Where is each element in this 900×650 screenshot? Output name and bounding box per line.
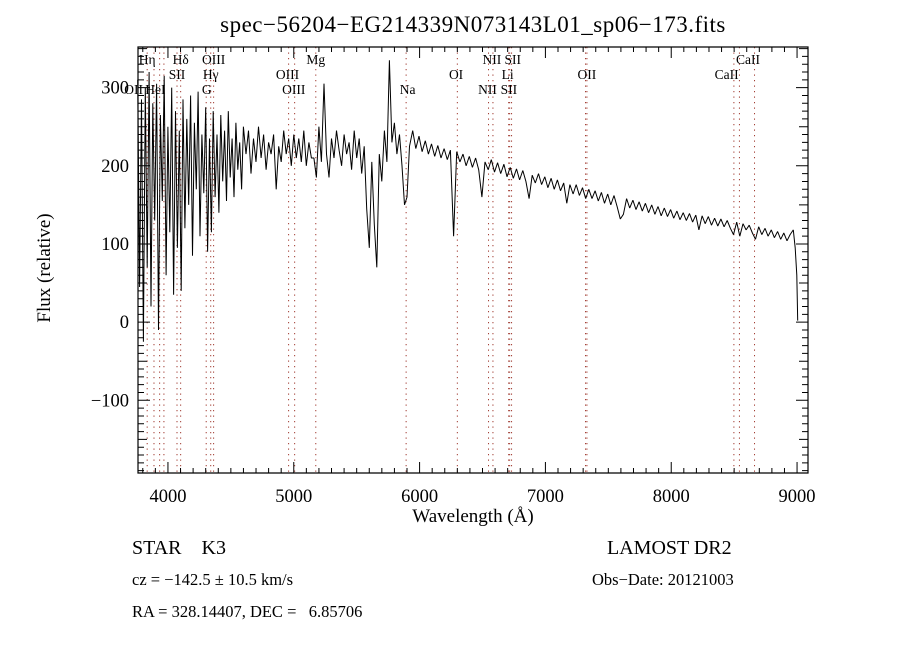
spectral-line-label: NII (478, 82, 497, 97)
plot-title: spec−56204−EG214339N073143L01_sp06−173.f… (220, 12, 726, 37)
spectral-line-label: Hγ (203, 67, 219, 82)
spectral-line-label: Li (502, 67, 514, 82)
spectral-line-label: NII (483, 52, 502, 67)
spectral-line-label: SII (169, 67, 186, 82)
y-tick-label: 0 (120, 313, 129, 333)
object-class-text: STAR K3 (132, 537, 226, 559)
spectral-line-label: Mg (306, 52, 325, 67)
spectral-line-label: G (202, 82, 212, 97)
spectral-line-label: SII (504, 52, 521, 67)
spectral-line-label: CaII (736, 52, 760, 67)
x-axis-label: Wavelength (Å) (412, 506, 534, 527)
spectral-line-label: OIII (276, 67, 300, 82)
x-tick-label: 9000 (779, 487, 816, 507)
y-axis-label: Flux (relative) (34, 213, 55, 323)
spectral-line-label: Hδ (173, 52, 189, 67)
radial-velocity-text: cz = −142.5 ± 10.5 km/s (132, 570, 294, 589)
x-tick-label: 4000 (149, 487, 186, 507)
spectral-line-label: OII (124, 82, 143, 97)
survey-release-text: LAMOST DR2 (607, 537, 732, 559)
y-tick-label: −100 (91, 391, 129, 411)
spectral-line-label: OII (578, 67, 597, 82)
spectral-line-label: OIII (282, 82, 306, 97)
spectral-line-label: HeI (145, 82, 166, 97)
y-tick-label: 300 (101, 79, 129, 99)
spectrum-trace (137, 60, 799, 342)
y-tick-label: 100 (101, 235, 129, 255)
y-tick-label: 200 (101, 157, 129, 177)
ra-dec-text: RA = 328.14407, DEC = 6.85706 (132, 602, 363, 621)
spectral-line-label: OI (449, 67, 464, 82)
spectral-line-label: Na (400, 82, 416, 97)
spectral-line-label: Hη (139, 52, 156, 67)
x-tick-label: 6000 (401, 487, 438, 507)
axis-ticks (138, 47, 808, 473)
x-tick-label: 8000 (653, 487, 690, 507)
spectral-line-label: OIII (202, 52, 226, 67)
plot-border (137, 46, 809, 474)
obs-date-text: Obs−Date: 20121003 (592, 570, 734, 589)
spectral-line-label: SII (501, 82, 518, 97)
spectral-line-label: CaII (715, 67, 739, 82)
x-tick-label: 5000 (275, 487, 312, 507)
x-tick-label: 7000 (527, 487, 564, 507)
